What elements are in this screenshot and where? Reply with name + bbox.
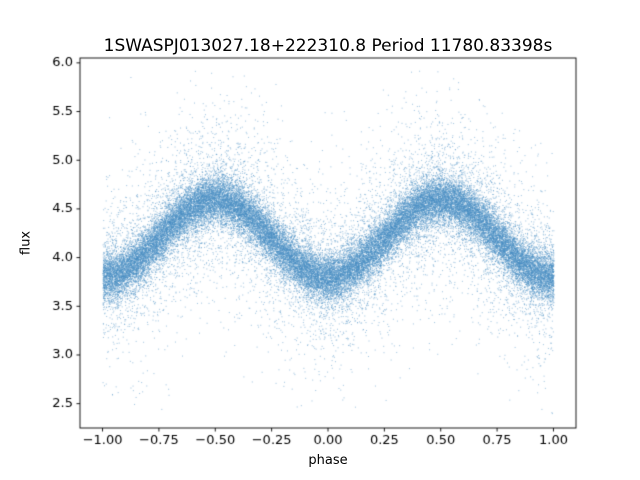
chart-title: 1SWASPJ013027.18+222310.8 Period 11780.8… — [103, 36, 553, 56]
y-axis-label: flux — [18, 230, 34, 256]
x-axis-label: phase — [308, 453, 348, 468]
